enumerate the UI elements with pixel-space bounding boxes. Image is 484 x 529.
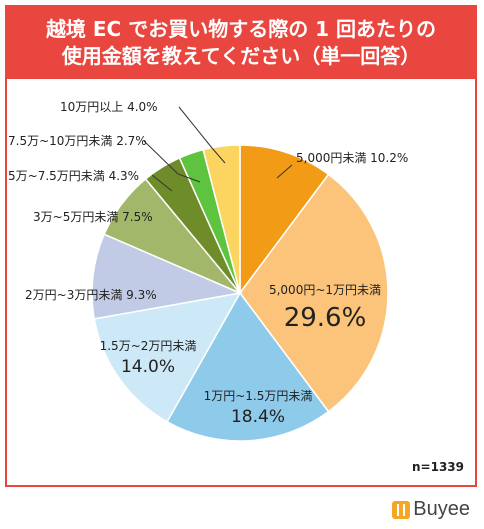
chart-title: 越境 EC でお買い物する際の 1 回あたりの 使用金額を教えてください（単一回… <box>7 7 475 79</box>
pie-slice <box>166 291 330 442</box>
pie-slice <box>239 144 330 296</box>
pie-slice <box>93 291 242 423</box>
slice-label: 1万円~1.5万円未満 <box>204 389 313 403</box>
pie-slice <box>91 233 243 320</box>
title-line-2: 使用金額を教えてください（単一回答） <box>61 44 421 68</box>
slice-label: 2万円~3万円未満 9.3% <box>25 288 157 302</box>
brand-name: Buyee <box>413 498 470 520</box>
slice-label: 1.5万~2万円未満 <box>100 339 197 353</box>
buyee-logo-icon <box>392 500 411 519</box>
slice-value: 14.0% <box>121 357 175 377</box>
leader-line <box>276 164 293 179</box>
leader-line <box>151 174 173 192</box>
pie-slice <box>202 144 241 294</box>
slice-value: 29.6% <box>284 303 367 333</box>
pie-slice <box>239 173 389 413</box>
title-line-1: 越境 EC でお買い物する際の 1 回あたりの <box>45 17 437 41</box>
sample-size-label: n=1339 <box>412 460 464 474</box>
slice-label: 10万円以上 4.0% <box>60 100 158 114</box>
slice-label: 5万~7.5万円未満 4.3% <box>8 169 139 183</box>
leader-line <box>143 140 201 183</box>
slice-label: 3万~5万円未満 7.5% <box>33 210 153 224</box>
leader-line <box>178 106 226 164</box>
brand-logo: Buyee <box>392 498 470 521</box>
slice-label: 5,000円未満 10.2% <box>296 151 408 165</box>
slice-value: 18.4% <box>231 407 285 427</box>
slice-label: 7.5万~10万円未満 2.7% <box>8 134 147 148</box>
slice-label: 5,000円~1万円未満 <box>269 283 381 297</box>
